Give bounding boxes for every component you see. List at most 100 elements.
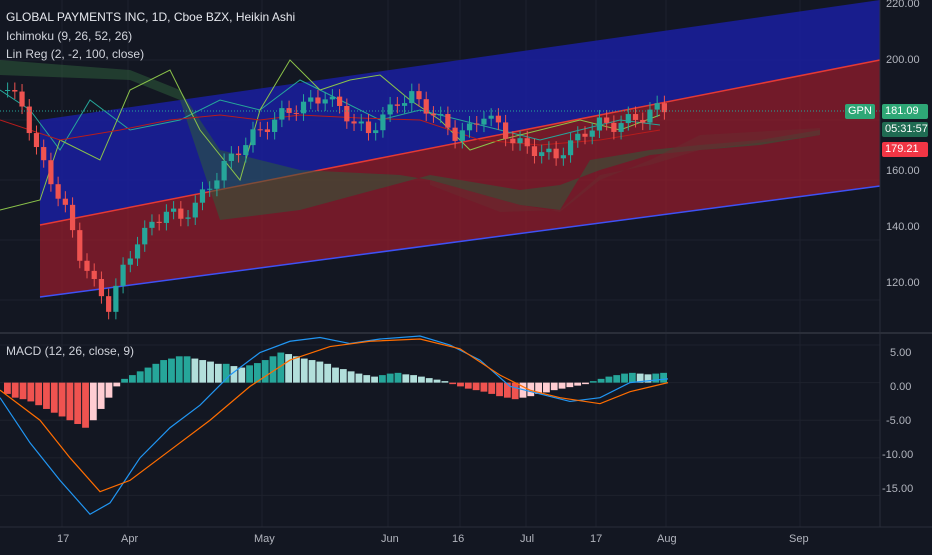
macd-bar xyxy=(168,358,175,383)
macd-bar xyxy=(433,379,441,383)
candle-body xyxy=(503,122,509,139)
candle-body xyxy=(647,109,653,123)
candle-body xyxy=(26,106,32,134)
candle-body xyxy=(539,152,545,156)
time-tick: Jul xyxy=(520,533,534,545)
cloud-green xyxy=(0,60,820,220)
macd-bar xyxy=(425,378,433,383)
candle-body xyxy=(286,108,292,113)
macd-bar xyxy=(269,356,277,383)
time-tick: Apr xyxy=(121,533,138,545)
macd-bar xyxy=(644,374,652,383)
candle-body xyxy=(409,91,415,104)
candle-body xyxy=(12,90,18,92)
macd-bar xyxy=(464,382,472,389)
price-tick: 120.00 xyxy=(886,277,920,289)
candle-body xyxy=(445,114,451,128)
macd-bar xyxy=(113,382,121,387)
macd-bar xyxy=(82,382,89,428)
price-tick: 140.00 xyxy=(886,221,920,233)
candle-body xyxy=(618,123,624,132)
macd-bar xyxy=(285,354,293,383)
signal-line xyxy=(0,338,669,493)
macd-legend[interactable]: MACD (12, 26, close, 9) xyxy=(6,344,135,358)
candles[interactable] xyxy=(5,82,667,320)
time-tick: 16 xyxy=(452,533,464,545)
macd-bar xyxy=(43,382,50,409)
candle-body xyxy=(438,114,444,116)
candle-body xyxy=(69,204,76,231)
macd-bar xyxy=(511,382,519,400)
candle-body xyxy=(481,118,487,125)
candle-body xyxy=(394,104,400,106)
candle-body xyxy=(531,146,538,156)
candle-body xyxy=(625,114,631,124)
macd-bar xyxy=(441,381,449,383)
candle-body xyxy=(488,115,494,119)
ichimoku-cloud xyxy=(0,60,820,220)
macd-bar xyxy=(628,372,636,383)
prev-price-tag: 179.21 xyxy=(882,142,928,157)
macd-axis[interactable]: 5.00 0.00 -5.00 -10.00 -15.00 xyxy=(882,347,913,495)
candle-body xyxy=(401,103,408,106)
time-axis[interactable]: 17 Apr May Jun 16 Jul 17 Aug Sep xyxy=(57,533,809,545)
price-axis[interactable]: 220.00 200.00 160.00 140.00 120.00 xyxy=(886,0,920,289)
candle-body xyxy=(48,160,54,185)
candle-body xyxy=(134,244,141,259)
candle-body xyxy=(329,96,335,100)
macd-bar xyxy=(457,382,464,387)
candle-body xyxy=(41,147,47,161)
macd-bar xyxy=(160,360,168,383)
macd-bar xyxy=(27,382,35,402)
candle-body xyxy=(582,133,588,137)
chart-title[interactable]: GLOBAL PAYMENTS INC, 1D, Cboe BZX, Heiki… xyxy=(6,10,296,24)
time-tick: 17 xyxy=(57,533,69,545)
macd-tick: -10.00 xyxy=(882,449,913,461)
macd-bar xyxy=(386,373,394,383)
candle-body xyxy=(524,138,530,147)
candle-body xyxy=(84,260,90,271)
last-price-tag: 181.09 xyxy=(882,104,928,119)
macd-bar xyxy=(128,375,136,383)
candle-body xyxy=(5,90,11,91)
macd-bar xyxy=(378,375,386,383)
cloud-red xyxy=(430,128,820,212)
macd-bar xyxy=(199,360,207,383)
macd-bar xyxy=(597,378,605,383)
kijun-line xyxy=(0,114,661,146)
candle-body xyxy=(308,97,314,102)
candle-body xyxy=(567,140,574,156)
candle-body xyxy=(106,296,112,312)
macd-line xyxy=(0,335,669,515)
ichimoku-lines xyxy=(0,59,661,211)
candle-body xyxy=(661,103,667,113)
time-tick: Jun xyxy=(381,533,399,545)
macd-bar xyxy=(402,374,410,383)
candle-body xyxy=(351,121,357,124)
candle-body xyxy=(113,285,119,312)
linreg-legend[interactable]: Lin Reg (2, -2, 100, close) xyxy=(6,47,145,61)
candle-body xyxy=(380,114,386,131)
macd-bar xyxy=(535,382,543,394)
macd-bar xyxy=(89,382,97,421)
macd-bar xyxy=(175,356,183,383)
candle-body xyxy=(19,91,25,107)
candle-body xyxy=(264,129,271,132)
candle-body xyxy=(243,145,249,156)
ichimoku-legend[interactable]: Ichimoku (9, 26, 52, 26) xyxy=(6,29,133,43)
candle-body xyxy=(250,129,256,146)
macd-bar xyxy=(418,376,425,383)
candle-body xyxy=(459,130,465,141)
candle-body xyxy=(228,153,234,161)
macd-tick: 5.00 xyxy=(890,347,911,359)
macd-bar xyxy=(58,382,66,417)
candle-body xyxy=(163,211,169,223)
candle-body xyxy=(98,279,105,297)
macd-bar xyxy=(11,382,19,398)
candle-body xyxy=(127,258,133,265)
macd-histogram xyxy=(4,352,667,428)
macd-bar xyxy=(613,375,621,383)
macd-bar xyxy=(324,363,332,383)
